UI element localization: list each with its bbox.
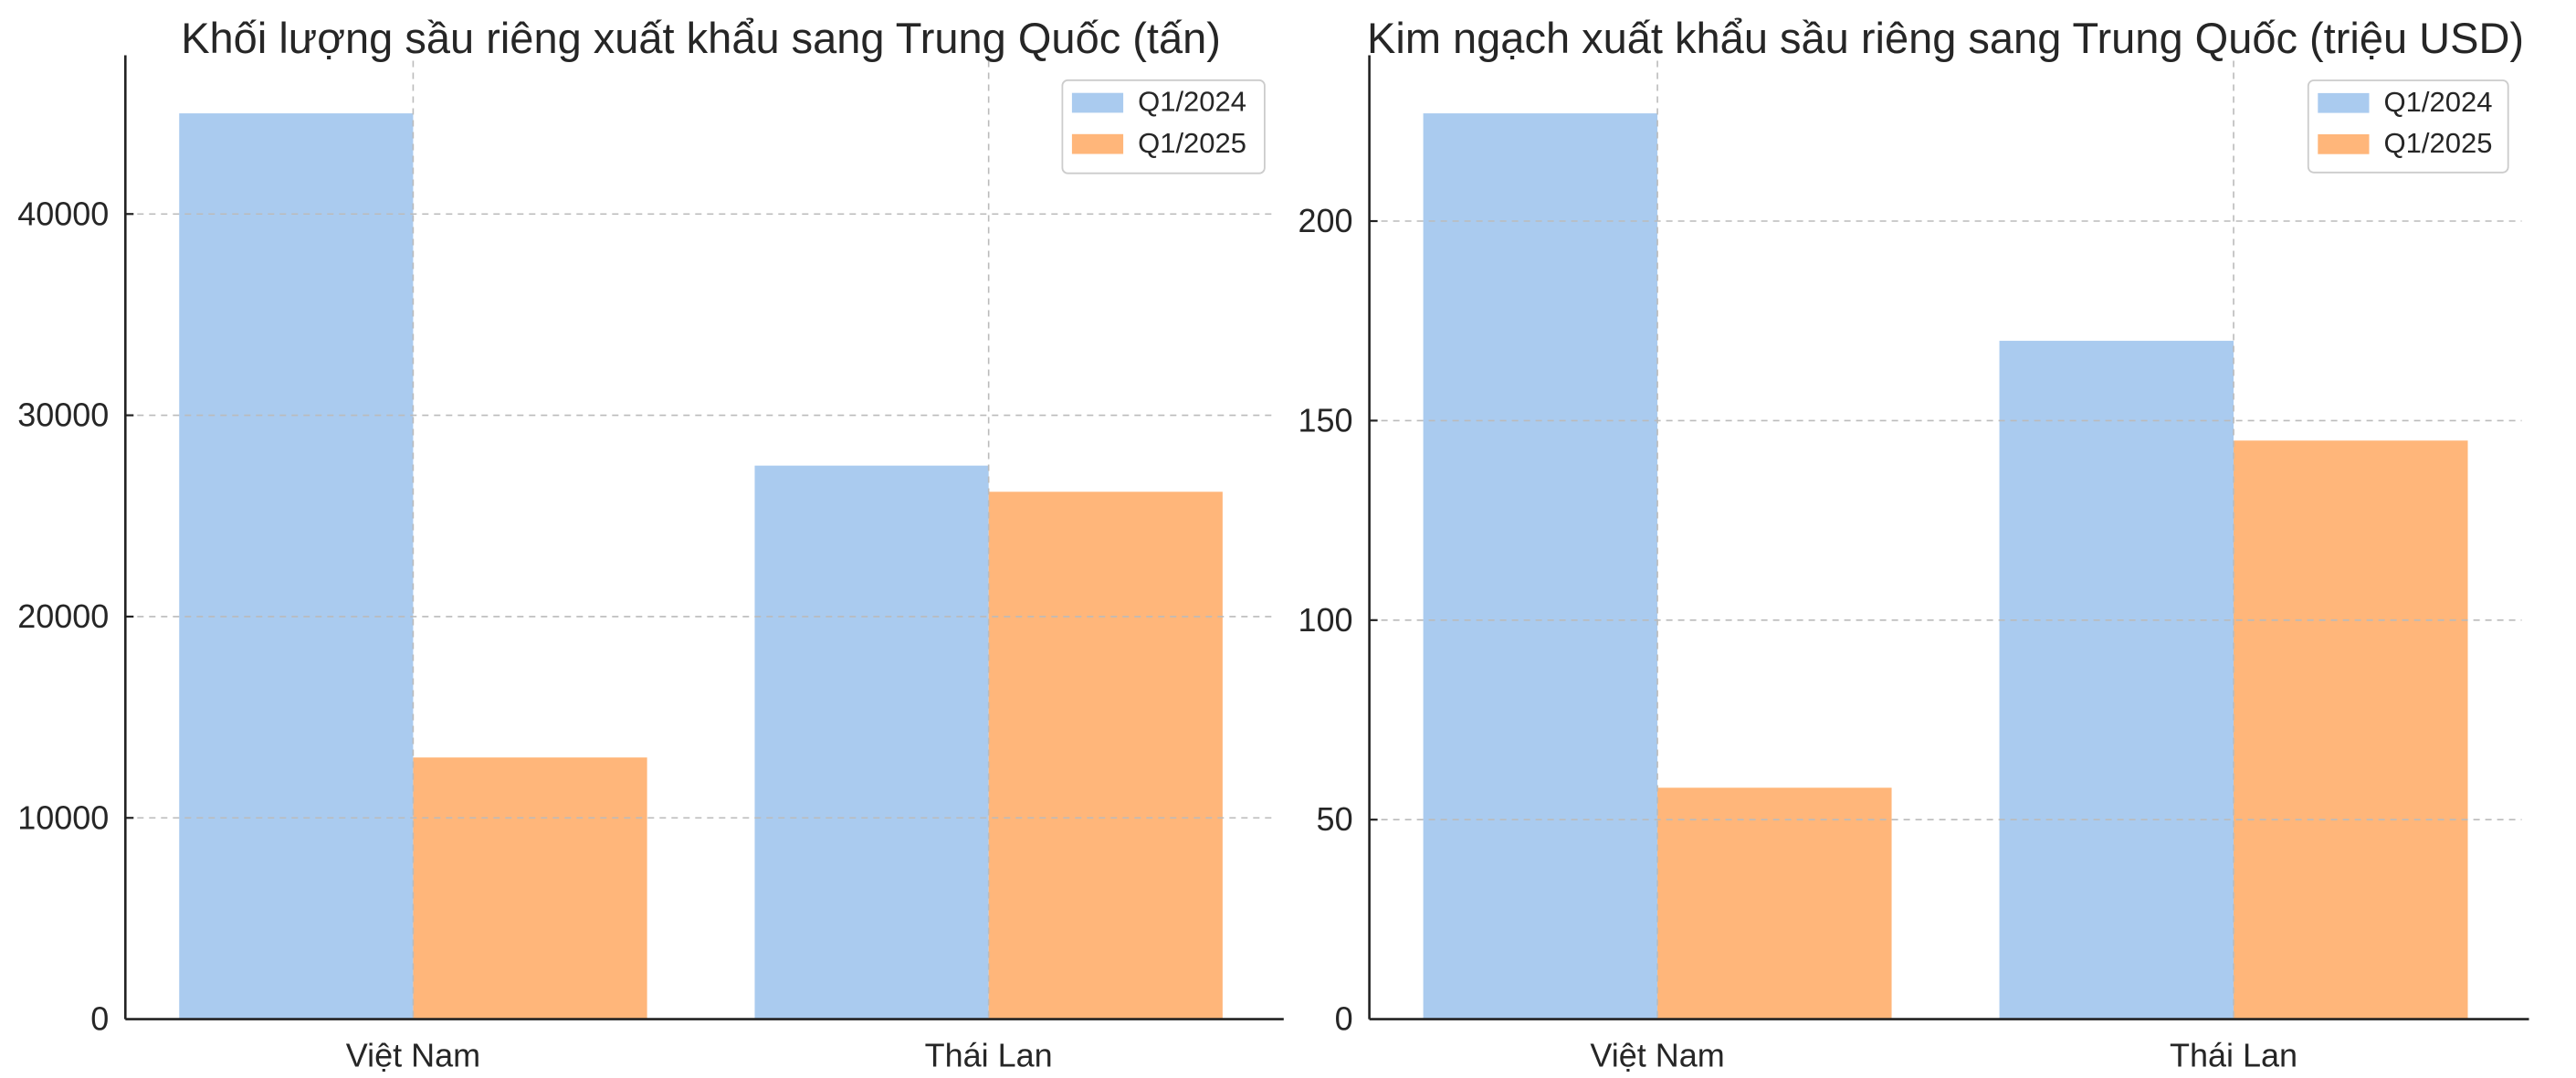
svg-text:50: 50 [1317, 800, 1353, 838]
svg-text:Việt Nam: Việt Nam [1590, 1037, 1724, 1074]
svg-text:Khối lượng sầu riêng xuất khẩu: Khối lượng sầu riêng xuất khẩu sang Trun… [181, 14, 1221, 62]
svg-text:Q1/2024: Q1/2024 [2384, 86, 2493, 118]
svg-text:10000: 10000 [17, 798, 109, 836]
svg-text:Kim ngạch xuất khẩu sầu riêng: Kim ngạch xuất khẩu sầu riêng sang Trung… [1367, 14, 2524, 62]
svg-text:Thái Lan: Thái Lan [925, 1037, 1053, 1074]
svg-text:40000: 40000 [17, 195, 109, 232]
svg-text:Việt Nam: Việt Nam [346, 1037, 480, 1074]
svg-text:0: 0 [90, 1000, 109, 1038]
svg-text:200: 200 [1299, 202, 1353, 239]
svg-text:Q1/2024: Q1/2024 [1138, 86, 1246, 118]
svg-text:100: 100 [1299, 601, 1353, 639]
svg-text:150: 150 [1299, 401, 1353, 439]
svg-text:Q1/2025: Q1/2025 [1138, 127, 1246, 159]
svg-text:20000: 20000 [17, 597, 109, 635]
svg-text:0: 0 [1335, 1000, 1353, 1038]
svg-text:Q1/2025: Q1/2025 [2384, 127, 2493, 159]
svg-text:Thái Lan: Thái Lan [2170, 1037, 2297, 1074]
svg-text:30000: 30000 [17, 396, 109, 434]
